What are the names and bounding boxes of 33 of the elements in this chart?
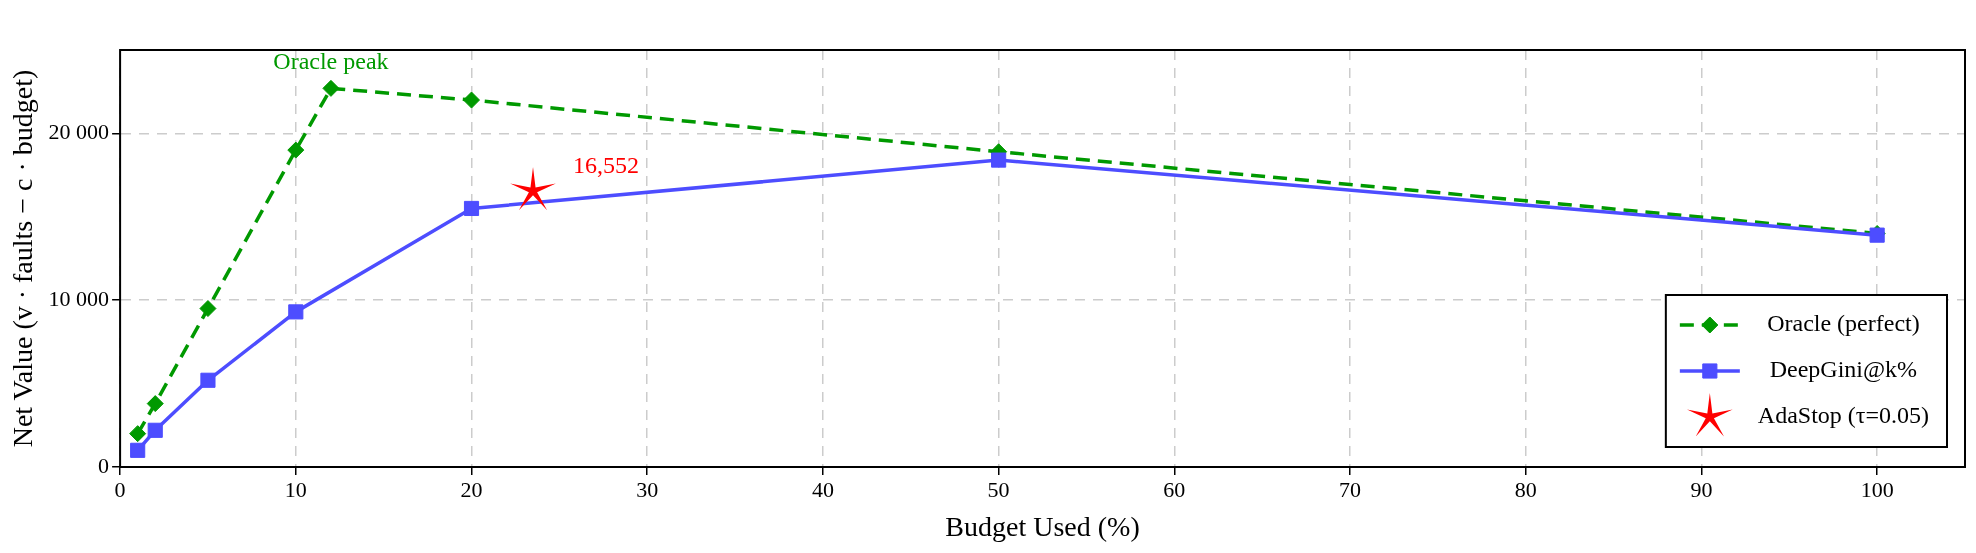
point	[288, 304, 304, 320]
legend-label: DeepGini@k%	[1769, 356, 1918, 383]
y-tick-label: 0	[98, 452, 110, 478]
point	[322, 79, 340, 97]
y-tick-label: 10 000	[48, 285, 110, 311]
point	[463, 200, 480, 217]
x-tick-label: 100	[1860, 476, 1894, 502]
x-tick-label: 80	[1514, 476, 1537, 502]
x-tick-label: 60	[1163, 476, 1186, 502]
point	[199, 300, 217, 318]
point	[147, 422, 163, 438]
x-tick-label: 10	[284, 476, 307, 502]
x-tick-label: 90	[1690, 476, 1713, 502]
x-tick-label: 0	[114, 476, 126, 502]
y-tick-label: 20 000	[48, 119, 110, 145]
point	[991, 152, 1007, 168]
point	[463, 91, 481, 109]
x-tick-label: 20	[460, 476, 483, 502]
x-tick-label: 30	[636, 476, 659, 502]
x-tick-label: 50	[987, 476, 1010, 502]
annotation: 16,552	[573, 152, 640, 179]
legend-label: AdaStop (τ=0.05)	[1757, 402, 1929, 429]
annotation: Oracle peak	[273, 47, 389, 74]
x-axis-title: Budget Used (%)	[945, 510, 1140, 542]
point	[146, 395, 164, 413]
point	[200, 372, 216, 388]
point	[287, 141, 305, 159]
legend-label: Oracle (perfect)	[1767, 310, 1920, 337]
x-tick-label: 40	[811, 476, 834, 502]
point	[129, 425, 147, 443]
y-axis-title: Net Value (v · faults − c · budget)	[7, 69, 39, 448]
x-tick-label: 70	[1339, 476, 1362, 502]
point	[130, 442, 146, 458]
